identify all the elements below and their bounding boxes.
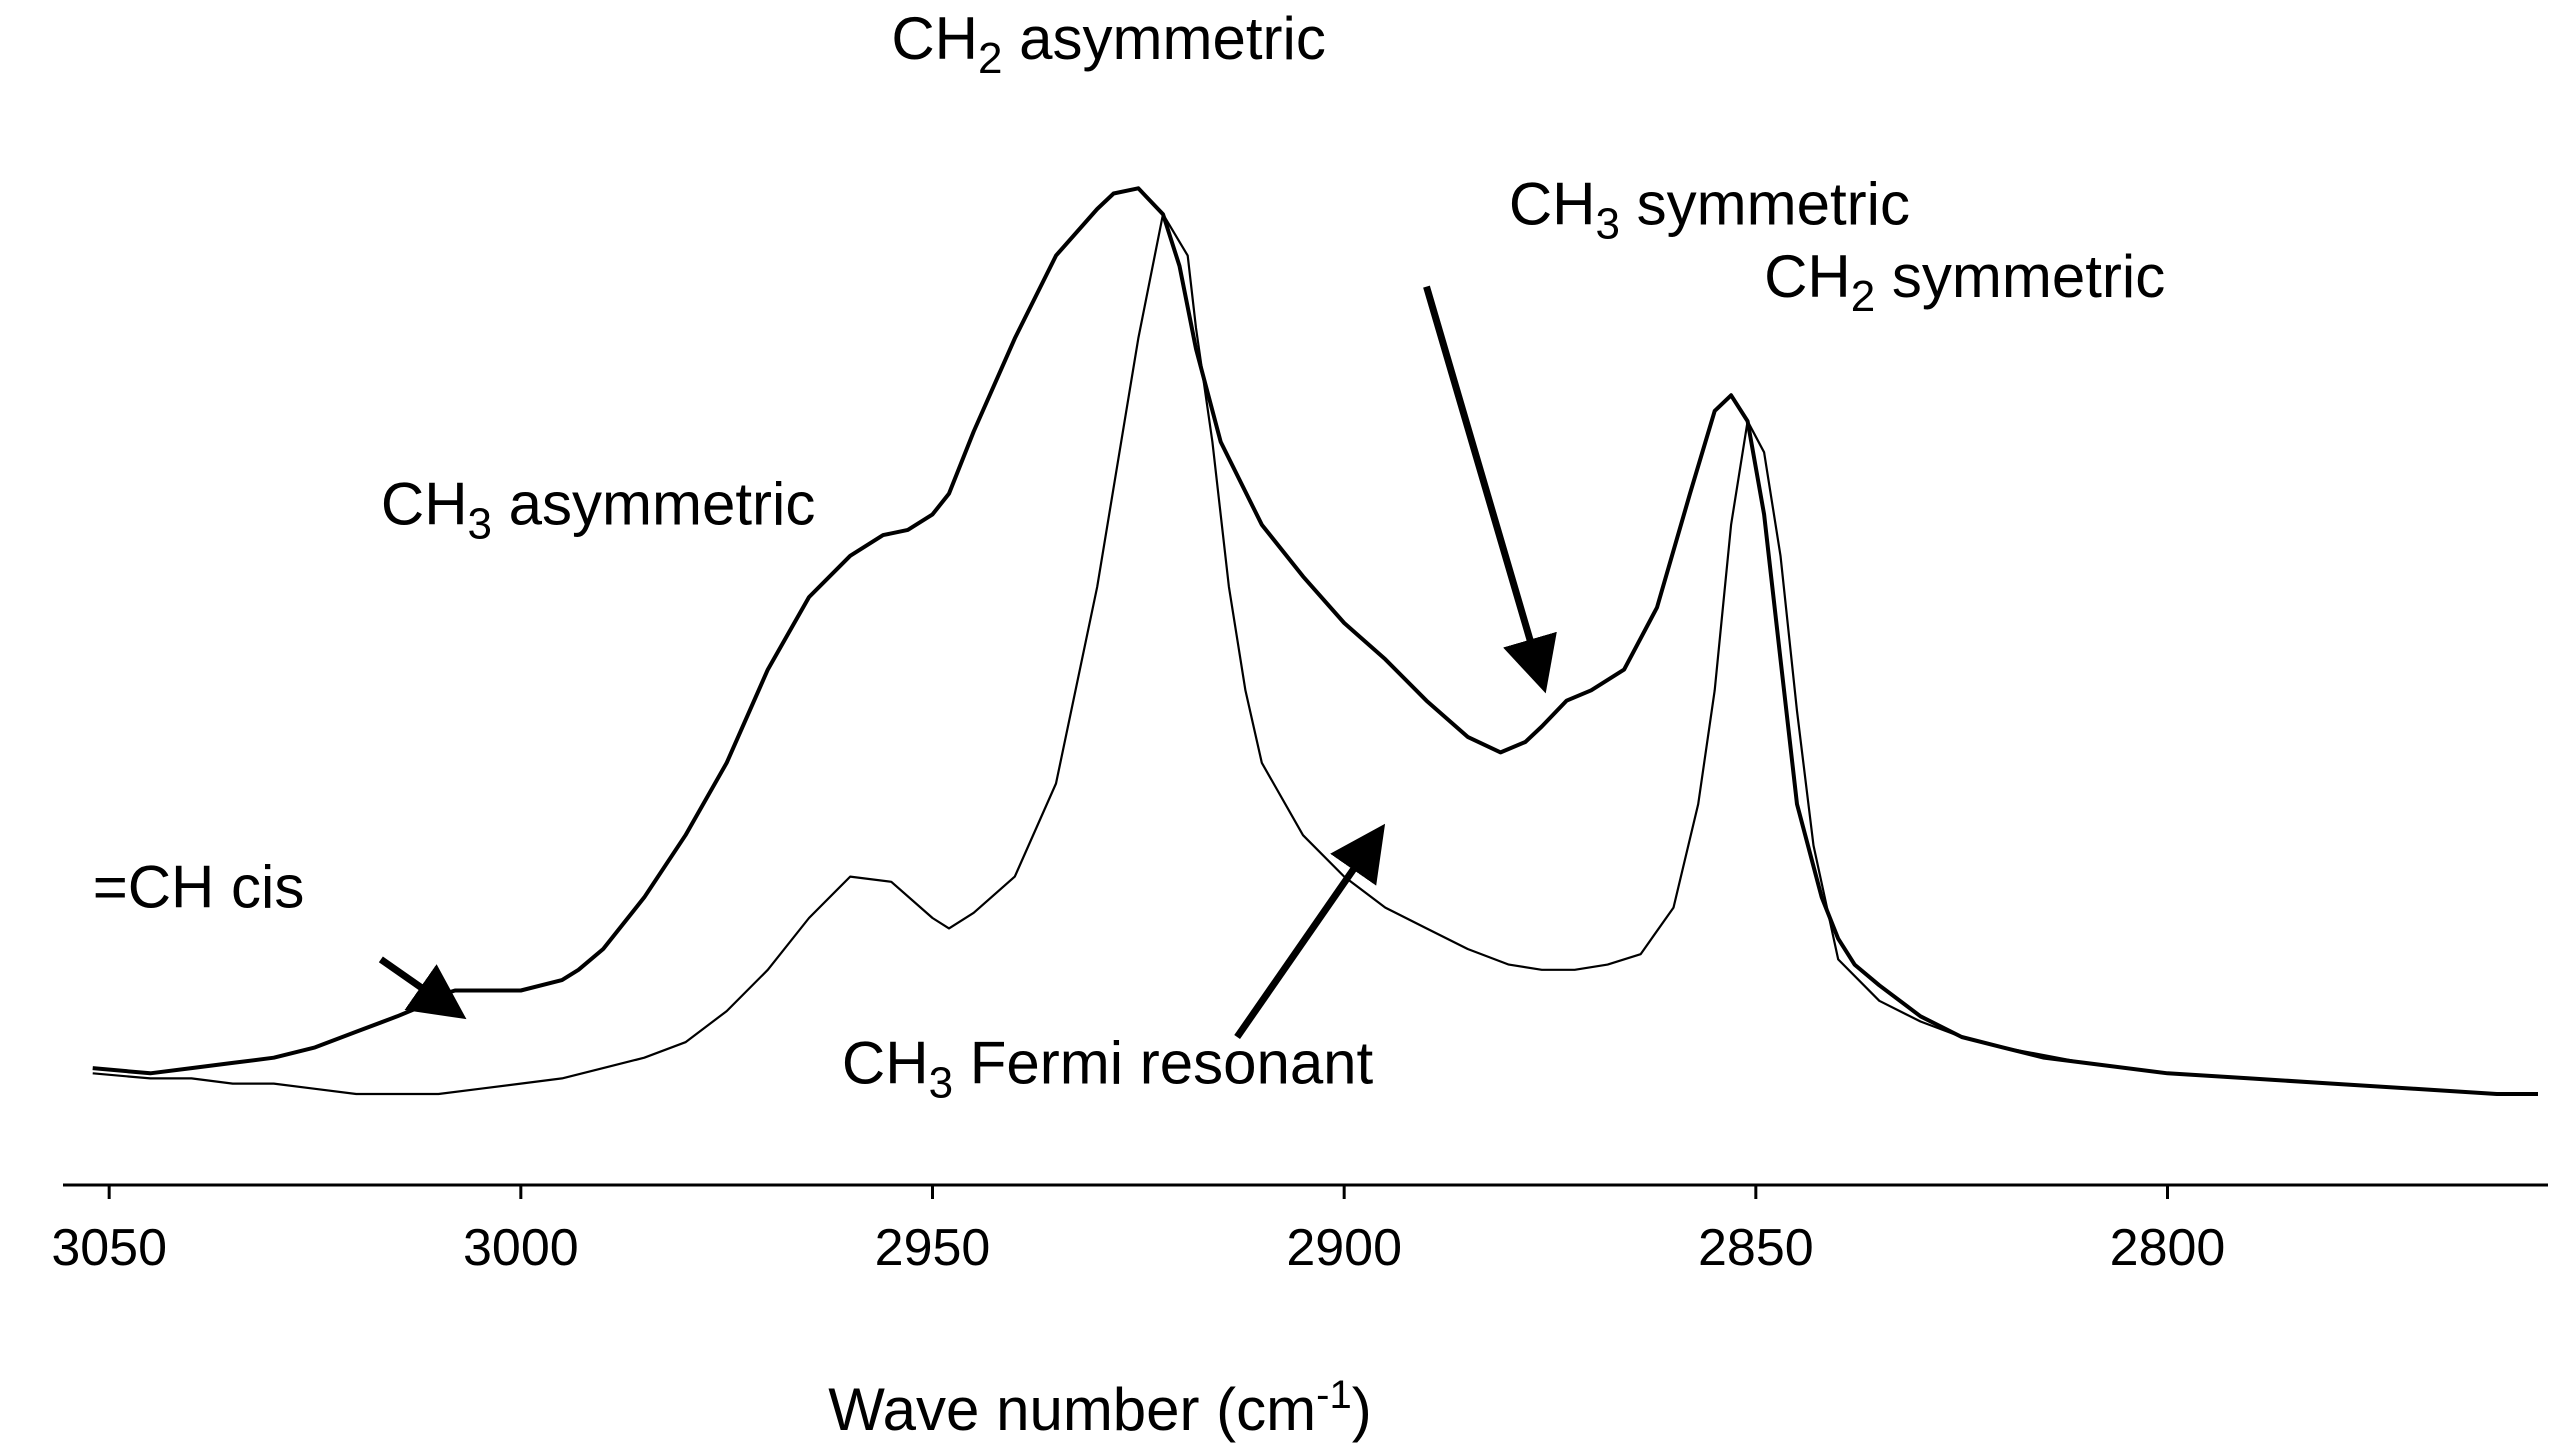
annotation-ch3-sym: CH3 symmetric xyxy=(1509,171,1910,249)
x-tick-label-2850: 2850 xyxy=(1698,1219,1814,1277)
series-line-1-thick xyxy=(92,186,2538,1096)
x-axis-label: Wave number (cm-1) xyxy=(828,1373,1371,1443)
curves-layer xyxy=(92,186,2538,1096)
annotation-ch3-fermi: CH3 Fermi resonant xyxy=(842,1030,1374,1108)
x-tick-label-3050: 3050 xyxy=(51,1219,167,1277)
annotation-ch-cis: =CH cis xyxy=(93,854,305,921)
x-tick-label-2800: 2800 xyxy=(2110,1219,2226,1277)
series-line-2-thin xyxy=(92,213,2538,1096)
arrow-ch-cis xyxy=(378,956,467,1020)
x-tick-label-2950: 2950 xyxy=(875,1219,991,1277)
x-tick-label-3000: 3000 xyxy=(463,1219,579,1277)
arrow-fermi xyxy=(1234,823,1386,1040)
annotation-ch2-asym: CH2 asymmetric xyxy=(891,5,1326,83)
arrow-ch3-sym xyxy=(1423,285,1557,694)
x-tick-label-2900: 2900 xyxy=(1286,1219,1402,1277)
x-axis: 3050 3000 2950 2900 2850 2800 xyxy=(51,1183,2548,1277)
annotation-ch3-asym: CH3 asymmetric xyxy=(381,471,816,549)
annotation-ch2-sym: CH2 symmetric xyxy=(1764,243,2165,321)
